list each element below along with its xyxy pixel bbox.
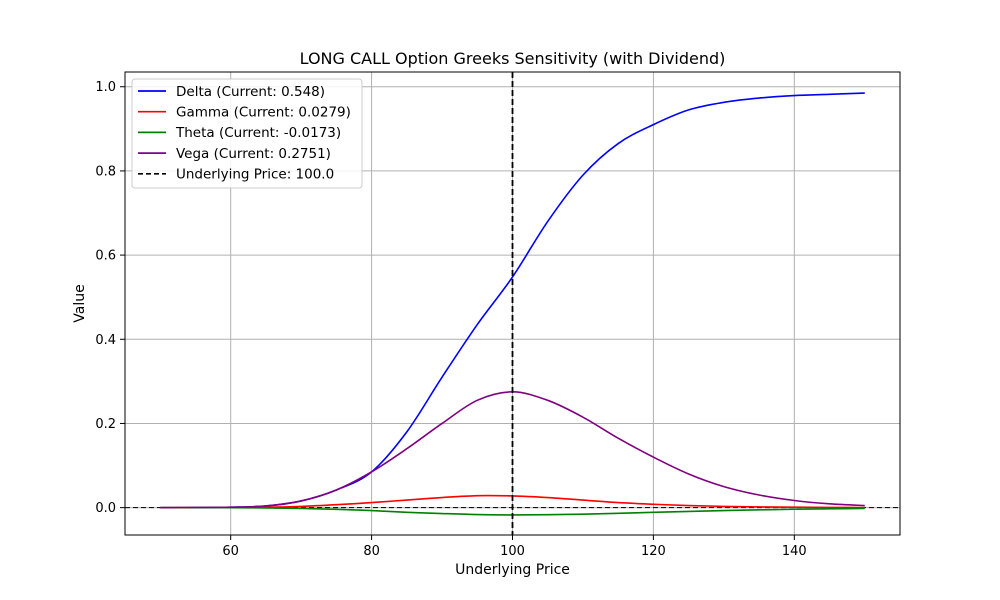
chart-title: LONG CALL Option Greeks Sensitivity (wit… [300, 49, 726, 68]
x-tick-label: 140 [782, 544, 807, 559]
legend-theta-label: Theta (Current: -0.0173) [175, 125, 341, 141]
legend-vega-label: Vega (Current: 0.2751) [176, 146, 331, 162]
y-tick-label: 1.0 [95, 80, 116, 95]
x-tick-label: 120 [641, 544, 666, 559]
x-tick-label: 100 [500, 544, 525, 559]
legend: Delta (Current: 0.548) Gamma (Current: 0.… [131, 78, 363, 189]
x-tick-label: 60 [222, 544, 239, 559]
series-layer [160, 72, 865, 535]
x-axis-label: Underlying Price [455, 562, 570, 578]
y-tick-label: 0.2 [95, 417, 116, 432]
y-tick-label: 0.8 [95, 164, 116, 179]
tick-layer: 60 80 100 120 140 0.0 0.2 0.4 0.6 0.8 1.0 [95, 80, 806, 559]
y-tick-label: 0.0 [95, 501, 116, 516]
legend-box [131, 78, 363, 189]
y-tick-label: 0.4 [95, 333, 116, 348]
y-axis-label: Value [72, 284, 88, 322]
x-tick-label: 80 [363, 544, 380, 559]
y-tick-label: 0.6 [95, 249, 116, 264]
legend-delta-label: Delta (Current: 0.548) [176, 84, 325, 100]
legend-gamma-label: Gamma (Current: 0.0279) [176, 105, 351, 121]
legend-underlying-price-label: Underlying Price: 100.0 [176, 167, 334, 183]
